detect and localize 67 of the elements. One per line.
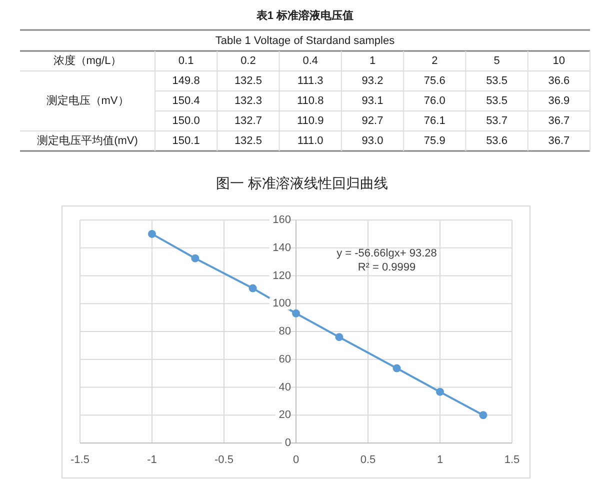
data-label: 75.9 bbox=[424, 135, 446, 147]
chart-subtitle: Table 1 Voltage of Stardand samples bbox=[215, 35, 396, 47]
data-label: 150.0 bbox=[172, 115, 200, 127]
point bbox=[191, 254, 200, 262]
x-tick-label: 0.2 bbox=[240, 55, 256, 67]
x-tick-label: -0.5 bbox=[214, 454, 234, 466]
chart-title: 表1 标准溶液电压值 bbox=[255, 9, 354, 22]
y-tick-label: 100 bbox=[272, 298, 291, 310]
x-tick-label: 10 bbox=[552, 55, 566, 67]
data-label: 150.1 bbox=[172, 135, 200, 147]
data-label: 76.0 bbox=[424, 95, 446, 107]
point bbox=[248, 284, 257, 292]
x-tick-label: 1 bbox=[436, 454, 444, 466]
data-label: 36.7 bbox=[548, 115, 570, 127]
x-tick-label: -1 bbox=[147, 454, 157, 466]
data-label: 75.6 bbox=[424, 75, 446, 87]
y-tick-label: 测定电压平均值(mV) bbox=[37, 134, 138, 147]
data-label: 132.7 bbox=[234, 115, 262, 127]
data-label: 36.6 bbox=[548, 75, 570, 87]
data-label: 93.0 bbox=[362, 135, 384, 147]
data-label: 132.5 bbox=[234, 135, 262, 147]
data-label: 93.2 bbox=[362, 75, 384, 87]
point bbox=[392, 364, 401, 372]
data-label: 93.1 bbox=[362, 95, 384, 107]
y-tick-label: 60 bbox=[278, 353, 291, 366]
data-label: 110.9 bbox=[297, 115, 324, 127]
x-tick-label: 2 bbox=[432, 55, 438, 67]
data-label: 53.5 bbox=[486, 95, 508, 107]
data-label: 76.1 bbox=[424, 115, 446, 127]
y-tick-label: 0 bbox=[284, 437, 291, 449]
data-label: 53.5 bbox=[486, 75, 508, 87]
x-tick-label: 0.5 bbox=[360, 454, 376, 466]
x-tick-label: 5 bbox=[494, 55, 500, 67]
y-tick-label: 20 bbox=[278, 409, 291, 422]
x-tick-label: 0.4 bbox=[302, 55, 318, 67]
data-label: 110.8 bbox=[297, 95, 324, 107]
point bbox=[335, 333, 344, 342]
x-tick-label: 0 bbox=[292, 454, 300, 466]
point bbox=[479, 411, 488, 420]
data-label: 111.3 bbox=[297, 75, 324, 87]
data-label: 36.7 bbox=[548, 135, 570, 147]
data-label: 36.9 bbox=[548, 95, 570, 107]
y-tick-label: 测定电压（mV） bbox=[46, 94, 129, 107]
data-label: 132.5 bbox=[234, 75, 262, 87]
x-tick-label: 0.1 bbox=[178, 55, 194, 67]
data-label: 53.7 bbox=[486, 115, 508, 127]
data-label: 111.0 bbox=[297, 135, 324, 147]
y-tick-label: 40 bbox=[278, 381, 291, 394]
y-tick-label: 140 bbox=[272, 242, 291, 254]
point bbox=[148, 230, 156, 238]
data-label: 53.6 bbox=[486, 135, 508, 147]
x-tick-label: -1.5 bbox=[70, 454, 90, 466]
point bbox=[436, 388, 444, 396]
annotation: R² = 0.9999 bbox=[358, 261, 416, 274]
x-tick-label: 1.5 bbox=[504, 454, 520, 466]
y-tick-label: 160 bbox=[272, 214, 291, 226]
x-axis-title: 浓度（mg/L） bbox=[53, 54, 122, 67]
chart-title: 图一 标准溶液线性回归曲线 bbox=[216, 175, 388, 191]
y-tick-label: 80 bbox=[278, 326, 291, 338]
annotation: y = -56.66lgx+ 93.28 bbox=[336, 247, 437, 260]
point bbox=[292, 309, 300, 318]
data-label: 150.4 bbox=[172, 95, 200, 107]
data-label: 92.7 bbox=[362, 115, 384, 127]
data-label: 132.3 bbox=[234, 95, 262, 107]
y-tick-label: 120 bbox=[272, 270, 291, 282]
x-tick-label: 1 bbox=[369, 55, 376, 67]
data-label: 149.8 bbox=[172, 75, 200, 87]
